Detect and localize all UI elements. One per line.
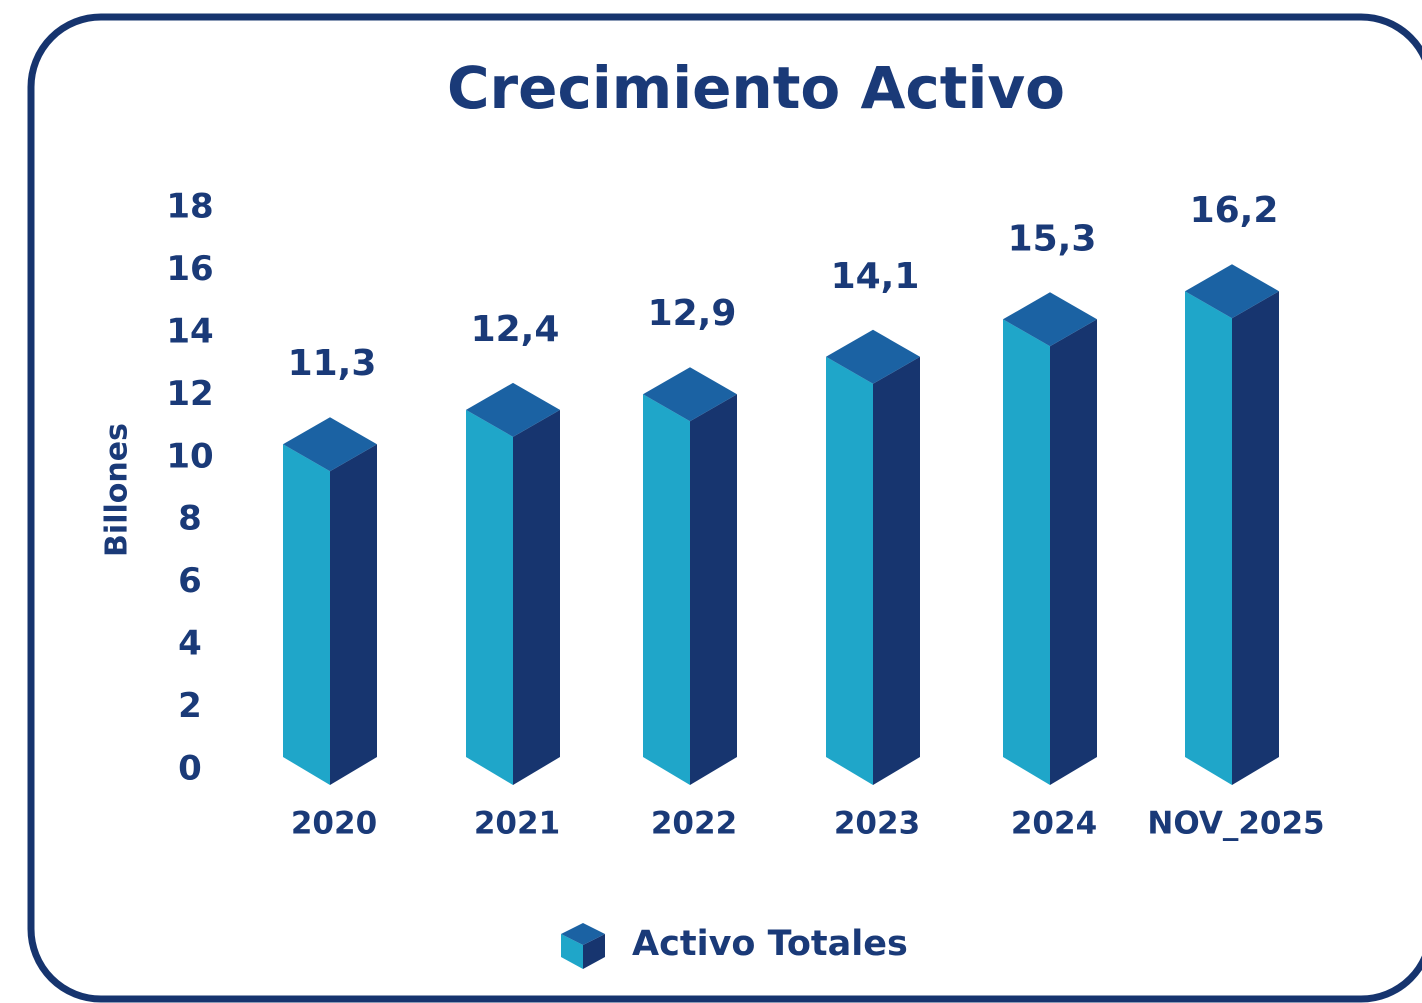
legend-label: Activo Totales bbox=[632, 924, 908, 964]
bar-top-face bbox=[283, 417, 377, 472]
y-tick-label: 12 bbox=[166, 374, 213, 414]
bar bbox=[826, 329, 920, 785]
bar-top-face bbox=[826, 329, 920, 384]
y-tick-label: 0 bbox=[178, 749, 202, 789]
legend-icon-right bbox=[583, 934, 605, 969]
bar-left-face bbox=[283, 444, 330, 785]
y-tick-label: 10 bbox=[166, 436, 213, 476]
bar bbox=[1185, 264, 1279, 785]
y-tick-label: 18 bbox=[166, 187, 213, 227]
legend-icon-top bbox=[561, 923, 605, 945]
bar bbox=[1003, 292, 1097, 785]
x-tick-label: 2024 bbox=[1011, 806, 1097, 842]
bar-top-face bbox=[1185, 264, 1279, 319]
x-tick-label: 2021 bbox=[474, 806, 560, 842]
x-tick-label: 2023 bbox=[834, 806, 920, 842]
y-tick-label: 2 bbox=[178, 686, 202, 726]
chart-title: Crecimiento Activo bbox=[447, 54, 1065, 122]
bar-left-face bbox=[1003, 319, 1050, 785]
y-tick-label: 4 bbox=[178, 624, 202, 664]
y-tick-label: 8 bbox=[178, 499, 202, 539]
data-label: 12,4 bbox=[471, 309, 560, 350]
bar-left-face bbox=[1185, 291, 1232, 785]
bar-left-face bbox=[466, 409, 513, 785]
bar-top-face bbox=[466, 382, 560, 437]
bar-left-face bbox=[643, 394, 690, 785]
bar-right-face bbox=[330, 444, 377, 785]
bar-right-face bbox=[1050, 319, 1097, 785]
bar-top-face bbox=[643, 367, 737, 422]
bar-right-face bbox=[1232, 291, 1279, 785]
y-tick-label: 6 bbox=[178, 561, 202, 601]
bar bbox=[466, 382, 560, 785]
data-label: 16,2 bbox=[1190, 190, 1279, 231]
y-tick-label: 16 bbox=[166, 249, 213, 289]
data-label: 11,3 bbox=[288, 343, 377, 384]
bar-top-face bbox=[1003, 292, 1097, 347]
bar bbox=[643, 367, 737, 785]
x-tick-label: 2020 bbox=[291, 806, 377, 842]
legend: Activo Totales bbox=[561, 923, 908, 969]
x-tick-label: 2022 bbox=[651, 806, 737, 842]
legend-icon-left bbox=[561, 934, 583, 969]
data-label: 14,1 bbox=[831, 256, 920, 297]
x-tick-label: NOV_2025 bbox=[1147, 806, 1324, 842]
bar-right-face bbox=[690, 394, 737, 785]
bar-left-face bbox=[826, 356, 873, 785]
data-label: 15,3 bbox=[1008, 218, 1097, 259]
y-tick-label: 14 bbox=[166, 311, 213, 351]
bar-right-face bbox=[873, 356, 920, 785]
bar-right-face bbox=[513, 409, 560, 785]
bar bbox=[283, 417, 377, 785]
data-label: 12,9 bbox=[648, 293, 737, 334]
y-axis-label: Billones bbox=[100, 423, 135, 557]
